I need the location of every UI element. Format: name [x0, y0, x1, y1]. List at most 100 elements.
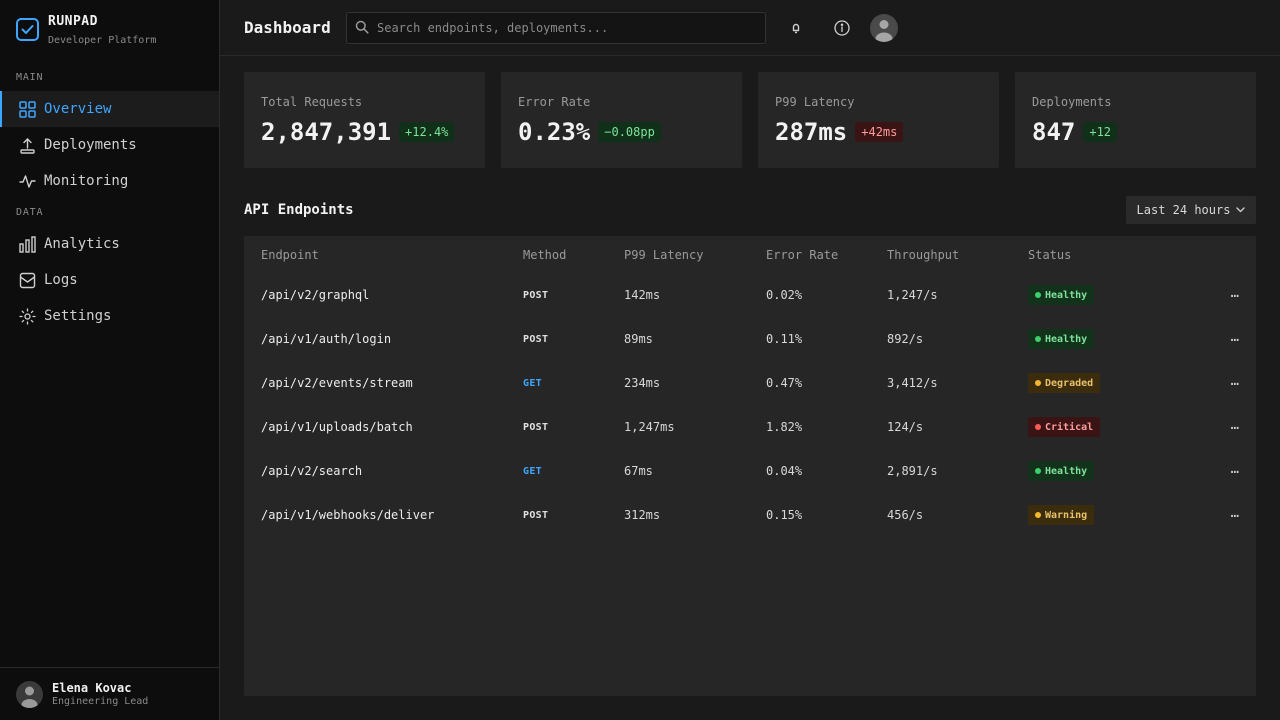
stat-card-total-requests: Total Requests 2,847,391 +12.4% — [244, 72, 485, 168]
status-badge: Critical — [1028, 417, 1101, 437]
endpoint-cell: /api/v2/graphql — [261, 288, 370, 302]
error-rate-cell: 0.15% — [766, 508, 803, 522]
method-cell: POST — [523, 493, 548, 537]
section-label-data: DATA — [16, 207, 44, 218]
avatar — [16, 680, 43, 708]
brand-subtitle: Developer Platform — [48, 35, 157, 46]
activity-icon — [18, 172, 36, 190]
sidebar-item-logs[interactable]: Logs — [0, 262, 219, 298]
sidebar: RUNPAD Developer Platform MAIN Overview … — [0, 0, 220, 720]
status-badge: Healthy — [1028, 329, 1095, 349]
status-dot-icon — [1035, 292, 1041, 298]
avatar[interactable] — [870, 14, 898, 42]
stat-delta-badge: +12.4% — [399, 122, 455, 142]
status-dot-icon — [1035, 512, 1041, 518]
more-actions-icon[interactable]: … — [1230, 329, 1240, 345]
status-dot-icon — [1035, 468, 1041, 474]
status-label: Critical — [1045, 421, 1094, 433]
method-cell: POST — [523, 405, 548, 449]
method-cell: POST — [523, 273, 548, 317]
search-input[interactable] — [377, 21, 757, 35]
column-header: Error Rate — [766, 248, 839, 262]
sidebar-item-settings[interactable]: Settings — [0, 298, 219, 334]
sidebar-item-label: Logs — [44, 272, 78, 288]
throughput-cell: 2,891/s — [887, 464, 938, 478]
sidebar-item-label: Settings — [44, 308, 112, 324]
endpoints-table: Endpoint Method P99 Latency Error Rate T… — [244, 236, 1256, 696]
method-label: POST — [523, 289, 549, 301]
stat-card-deployments: Deployments 847 +12 — [1015, 72, 1256, 168]
status-dot-icon — [1035, 336, 1041, 342]
table-row[interactable]: /api/v2/search GET 67ms 0.04% 2,891/s Healthy… — [244, 449, 1256, 493]
method-label: POST — [523, 333, 549, 345]
throughput-cell: 892/s — [887, 332, 924, 346]
endpoint-cell: /api/v1/auth/login — [261, 332, 392, 346]
info-icon[interactable] — [830, 16, 854, 40]
column-header: Status — [1028, 248, 1072, 262]
status-cell: Healthy — [1028, 449, 1095, 493]
stat-card-error-rate: Error Rate 0.23% −0.08pp — [501, 72, 742, 168]
table-row[interactable]: /api/v1/auth/login POST 89ms 0.11% 892/s Heal… — [244, 317, 1256, 361]
search-box[interactable] — [346, 12, 766, 44]
method-cell: POST — [523, 317, 548, 361]
status-badge: Healthy — [1028, 461, 1095, 481]
bell-icon[interactable] — [784, 16, 808, 40]
table-row[interactable]: /api/v2/graphql POST 142ms 0.02% 1,247/s Heal… — [244, 273, 1256, 317]
endpoint-cell: /api/v1/uploads/batch — [261, 420, 413, 434]
more-actions-icon[interactable]: … — [1230, 505, 1240, 521]
stat-delta-badge: −0.08pp — [598, 122, 661, 142]
check-logo-icon — [16, 18, 39, 41]
method-label: POST — [523, 509, 549, 521]
inbox-icon — [18, 271, 36, 289]
throughput-cell: 456/s — [887, 508, 924, 522]
top-header: Dashboard — [220, 0, 1280, 56]
sidebar-item-monitoring[interactable]: Monitoring — [0, 163, 219, 199]
endpoint-cell: /api/v2/search — [261, 464, 363, 478]
brand-name: RUNPAD — [48, 14, 98, 29]
sidebar-item-label: Overview — [44, 101, 112, 117]
status-cell: Healthy — [1028, 273, 1095, 317]
more-actions-icon[interactable]: … — [1230, 373, 1240, 389]
chevron-down-icon — [1236, 207, 1246, 213]
throughput-cell: 124/s — [887, 420, 924, 434]
latency-cell: 142ms — [624, 288, 661, 302]
brand[interactable]: RUNPAD Developer Platform — [16, 14, 156, 47]
more-actions-icon[interactable]: … — [1230, 285, 1240, 301]
status-dot-icon — [1035, 380, 1041, 386]
time-range-dropdown[interactable]: Last 24 hours — [1126, 196, 1256, 224]
page-title: Dashboard — [244, 18, 331, 37]
column-header: Method — [523, 248, 567, 262]
method-label: GET — [523, 465, 542, 477]
error-rate-cell: 0.47% — [766, 376, 803, 390]
latency-cell: 312ms — [624, 508, 661, 522]
stat-value: 287ms — [775, 118, 848, 146]
status-cell: Healthy — [1028, 317, 1095, 361]
table-row[interactable]: /api/v2/events/stream GET 234ms 0.47% 3,412/… — [244, 361, 1256, 405]
status-label: Healthy — [1045, 333, 1088, 345]
user-profile[interactable]: Elena Kovac Engineering Lead — [0, 667, 219, 720]
status-label: Healthy — [1045, 465, 1088, 477]
table-row[interactable]: /api/v1/webhooks/deliver POST 312ms 0.15% 45… — [244, 493, 1256, 537]
sidebar-item-label: Deployments — [44, 137, 137, 153]
throughput-cell: 1,247/s — [887, 288, 938, 302]
table-row[interactable]: /api/v1/uploads/batch POST 1,247ms 1.82% 124… — [244, 405, 1256, 449]
stat-label: Deployments — [1032, 95, 1112, 109]
status-cell: Critical — [1028, 405, 1101, 449]
more-actions-icon[interactable]: … — [1230, 461, 1240, 477]
sidebar-item-analytics[interactable]: Analytics — [0, 226, 219, 262]
user-role: Engineering Lead — [52, 695, 149, 707]
status-label: Healthy — [1045, 289, 1088, 301]
status-label: Degraded — [1045, 377, 1094, 389]
sidebar-item-overview[interactable]: Overview — [0, 91, 219, 127]
status-badge: Healthy — [1028, 285, 1095, 305]
stat-label: Error Rate — [518, 95, 591, 109]
sidebar-item-deployments[interactable]: Deployments — [0, 127, 219, 163]
status-badge: Warning — [1028, 505, 1095, 525]
more-actions-icon[interactable]: … — [1230, 417, 1240, 433]
latency-cell: 1,247ms — [624, 420, 675, 434]
error-rate-cell: 0.11% — [766, 332, 803, 346]
method-cell: GET — [523, 361, 542, 405]
status-badge: Degraded — [1028, 373, 1101, 393]
stat-label: Total Requests — [261, 95, 363, 109]
status-cell: Warning — [1028, 493, 1095, 537]
